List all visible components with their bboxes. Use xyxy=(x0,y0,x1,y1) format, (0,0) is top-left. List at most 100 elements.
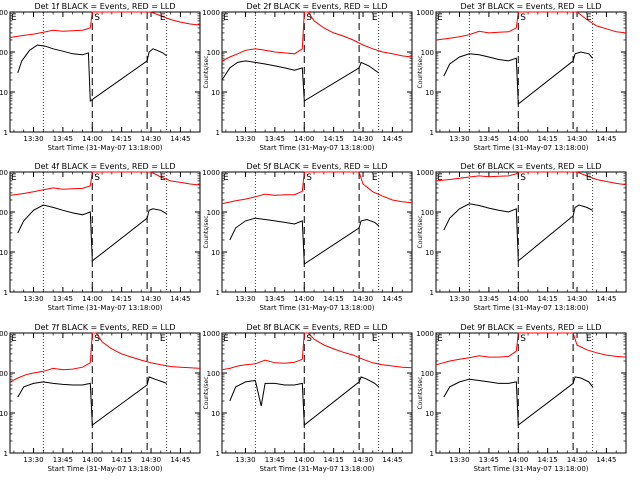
marker-e-start: E xyxy=(223,334,229,344)
series-lld-line xyxy=(435,332,627,366)
x-tick-label: 14:30 xyxy=(567,295,587,303)
x-tick-label: 14:45 xyxy=(382,456,402,464)
marker-e-start: E xyxy=(437,13,443,23)
x-tick-label: 14:15 xyxy=(112,135,132,143)
y-tick-label: 1000 xyxy=(0,9,8,17)
panel-title: Det 6f BLACK = Events, RED = LLD xyxy=(460,162,601,171)
x-tick-label: 14:30 xyxy=(141,295,161,303)
series-events-line xyxy=(17,44,168,102)
marker-e-start: E xyxy=(437,173,443,183)
y-tick-label: 10 xyxy=(211,89,220,97)
x-axis-label: Start Time (31-May-07 13:18:00) xyxy=(47,465,162,473)
y-tick-label: 100 xyxy=(421,209,434,217)
y-tick-label: 1 xyxy=(4,129,8,137)
x-axis-label: Start Time (31-May-07 13:18:00) xyxy=(259,144,374,152)
y-tick-label: 10 xyxy=(0,249,8,257)
y-tick-label: 1 xyxy=(4,450,8,458)
y-tick-label: 1 xyxy=(4,289,8,297)
marker-e-start: E xyxy=(223,13,229,23)
series-events-line xyxy=(229,217,380,265)
x-tick-label: 14:00 xyxy=(294,456,314,464)
y-tick-label: 1 xyxy=(430,129,434,137)
x-axis-label: Start Time (31-May-07 13:18:00) xyxy=(473,144,588,152)
x-tick-label: 13:45 xyxy=(265,295,285,303)
panel-title: Det 5f BLACK = Events, RED = LLD xyxy=(246,162,387,171)
y-tick-label: 1000 xyxy=(0,330,8,338)
x-tick-label: 14:30 xyxy=(141,456,161,464)
y-tick-label: 100 xyxy=(421,370,434,378)
x-tick-label: 14:30 xyxy=(567,135,587,143)
series-lld-line xyxy=(9,171,201,196)
marker-e-end: E xyxy=(160,173,166,183)
x-axis-label: Start Time (31-May-07 13:18:00) xyxy=(473,304,588,312)
marker-e-end: E xyxy=(586,173,592,183)
x-tick-label: 14:00 xyxy=(508,135,528,143)
series-lld-line xyxy=(221,171,413,205)
y-tick-label: 100 xyxy=(0,209,8,217)
x-tick-label: 13:45 xyxy=(53,456,73,464)
marker-e-end: E xyxy=(160,334,166,344)
marker-e-end: E xyxy=(586,334,592,344)
x-tick-label: 14:00 xyxy=(82,135,102,143)
x-tick-label: 14:30 xyxy=(567,456,587,464)
x-tick-label: 14:00 xyxy=(294,135,314,143)
x-axis-label: Start Time (31-May-07 13:18:00) xyxy=(47,144,162,152)
series-lld-line xyxy=(435,11,627,41)
plot-frame xyxy=(9,332,201,454)
plot-frame xyxy=(435,332,627,454)
series-lld-line xyxy=(435,171,627,186)
marker-e-start: E xyxy=(437,334,443,344)
x-tick-label: 14:00 xyxy=(294,295,314,303)
marker-s: S xyxy=(520,13,526,23)
panel-title: Det 1f BLACK = Events, RED = LLD xyxy=(34,2,175,11)
x-tick-label: 14:15 xyxy=(538,135,558,143)
y-axis-label: Counts/sec xyxy=(203,215,210,248)
x-tick-label: 13:45 xyxy=(53,295,73,303)
marker-e-end: E xyxy=(372,13,378,23)
marker-e-start: E xyxy=(11,13,17,23)
y-tick-label: 1000 xyxy=(202,169,220,177)
plot-frame xyxy=(221,11,413,133)
x-tick-label: 14:15 xyxy=(324,135,344,143)
x-tick-label: 14:15 xyxy=(112,295,132,303)
y-axis-label: Counts/sec xyxy=(417,55,424,88)
plot-frame xyxy=(9,171,201,293)
x-tick-label: 14:15 xyxy=(538,456,558,464)
marker-s: S xyxy=(520,334,526,344)
x-tick-label: 14:15 xyxy=(538,295,558,303)
x-tick-label: 13:30 xyxy=(23,456,43,464)
x-tick-label: 14:45 xyxy=(170,135,190,143)
x-axis-label: Start Time (31-May-07 13:18:00) xyxy=(47,304,162,312)
marker-s: S xyxy=(94,173,100,183)
plot-frame xyxy=(221,332,413,454)
series-lld-line xyxy=(221,11,413,62)
y-tick-label: 10 xyxy=(211,249,220,257)
x-tick-label: 14:00 xyxy=(508,456,528,464)
y-tick-label: 1000 xyxy=(416,330,434,338)
marker-e-start: E xyxy=(11,173,17,183)
y-tick-label: 100 xyxy=(207,49,220,57)
x-tick-label: 14:30 xyxy=(141,135,161,143)
series-events-line xyxy=(17,204,167,262)
x-tick-label: 13:30 xyxy=(235,295,255,303)
y-tick-label: 100 xyxy=(0,370,8,378)
series-lld-line xyxy=(9,11,201,38)
panel-9: Det 9f BLACK = Events, RED = LLD 1 10 100 10… xyxy=(416,323,627,473)
y-tick-label: 10 xyxy=(425,410,434,418)
x-tick-label: 14:00 xyxy=(82,295,102,303)
marker-s: S xyxy=(94,13,100,23)
panel-4: Det 4f BLACK = Events, RED = LLD 1 10 100 10… xyxy=(0,162,201,312)
y-tick-label: 10 xyxy=(425,89,434,97)
panel-2: Det 2f BLACK = Events, RED = LLD 1 10 100 10… xyxy=(202,2,413,152)
marker-s: S xyxy=(306,13,312,23)
y-tick-label: 10 xyxy=(0,89,8,97)
y-tick-label: 100 xyxy=(207,370,220,378)
x-tick-label: 14:45 xyxy=(382,135,402,143)
marker-s: S xyxy=(94,334,100,344)
x-tick-label: 14:30 xyxy=(353,135,373,143)
x-tick-label: 14:00 xyxy=(82,456,102,464)
marker-s: S xyxy=(306,334,312,344)
y-tick-label: 1000 xyxy=(416,9,434,17)
panel-title: Det 7f BLACK = Events, RED = LLD xyxy=(34,323,175,332)
